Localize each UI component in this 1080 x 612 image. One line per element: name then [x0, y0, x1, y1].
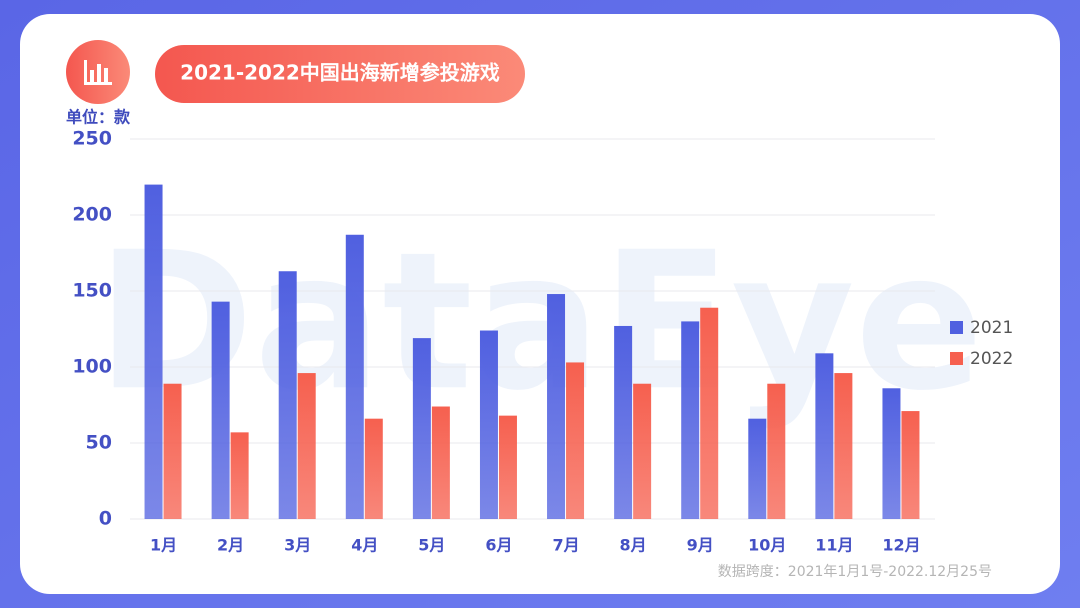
bar — [834, 373, 853, 519]
legend-swatch — [950, 352, 963, 365]
x-tick-label: 4月 — [351, 536, 378, 555]
x-tick-label: 5月 — [418, 536, 445, 555]
bar — [431, 406, 450, 519]
bar — [211, 301, 230, 519]
icon-glyph — [84, 60, 112, 85]
x-tick-label: 7月 — [552, 536, 579, 555]
legend-label: 2022 — [970, 349, 1013, 369]
bar — [163, 383, 182, 519]
bar — [345, 234, 364, 519]
x-tick-label: 9月 — [687, 536, 714, 555]
unit-label: 单位：款 — [66, 108, 131, 127]
bar — [614, 325, 633, 519]
bar — [566, 362, 585, 519]
x-tick-label: 6月 — [485, 536, 512, 555]
x-tick-label: 12月 — [882, 536, 920, 555]
x-tick-label: 2月 — [217, 536, 244, 555]
bar — [815, 353, 834, 519]
bar — [144, 184, 163, 519]
y-tick-label: 50 — [86, 432, 112, 454]
bar — [278, 271, 297, 519]
x-tick-label: 11月 — [815, 536, 853, 555]
bar — [547, 294, 566, 519]
x-tick-label: 1月 — [150, 536, 177, 555]
x-tick-label: 10月 — [748, 536, 786, 555]
bar — [767, 383, 786, 519]
bar — [700, 307, 719, 519]
bar — [297, 373, 316, 519]
y-tick-label: 150 — [72, 280, 112, 302]
bar — [901, 411, 920, 519]
x-tick-label: 3月 — [284, 536, 311, 555]
footnote: 数据跨度：2021年1月1号-2022.12月25号 — [718, 564, 992, 580]
bar — [681, 321, 700, 519]
bar — [412, 338, 431, 519]
chart-title: 2021-2022中国出海新增参投游戏 — [180, 61, 500, 85]
legend-label: 2021 — [970, 318, 1013, 338]
y-tick-label: 200 — [72, 204, 112, 226]
y-tick-label: 0 — [99, 508, 112, 530]
y-tick-label: 250 — [72, 128, 112, 150]
x-tick-label: 8月 — [620, 536, 647, 555]
y-tick-label: 100 — [72, 356, 112, 378]
bar — [633, 383, 652, 519]
bar — [230, 432, 249, 519]
bar — [364, 418, 383, 519]
legend-swatch — [950, 321, 963, 334]
bar — [498, 415, 517, 519]
bar — [748, 418, 767, 519]
title-pill — [155, 45, 525, 103]
bar — [882, 388, 901, 519]
bar — [479, 330, 498, 519]
